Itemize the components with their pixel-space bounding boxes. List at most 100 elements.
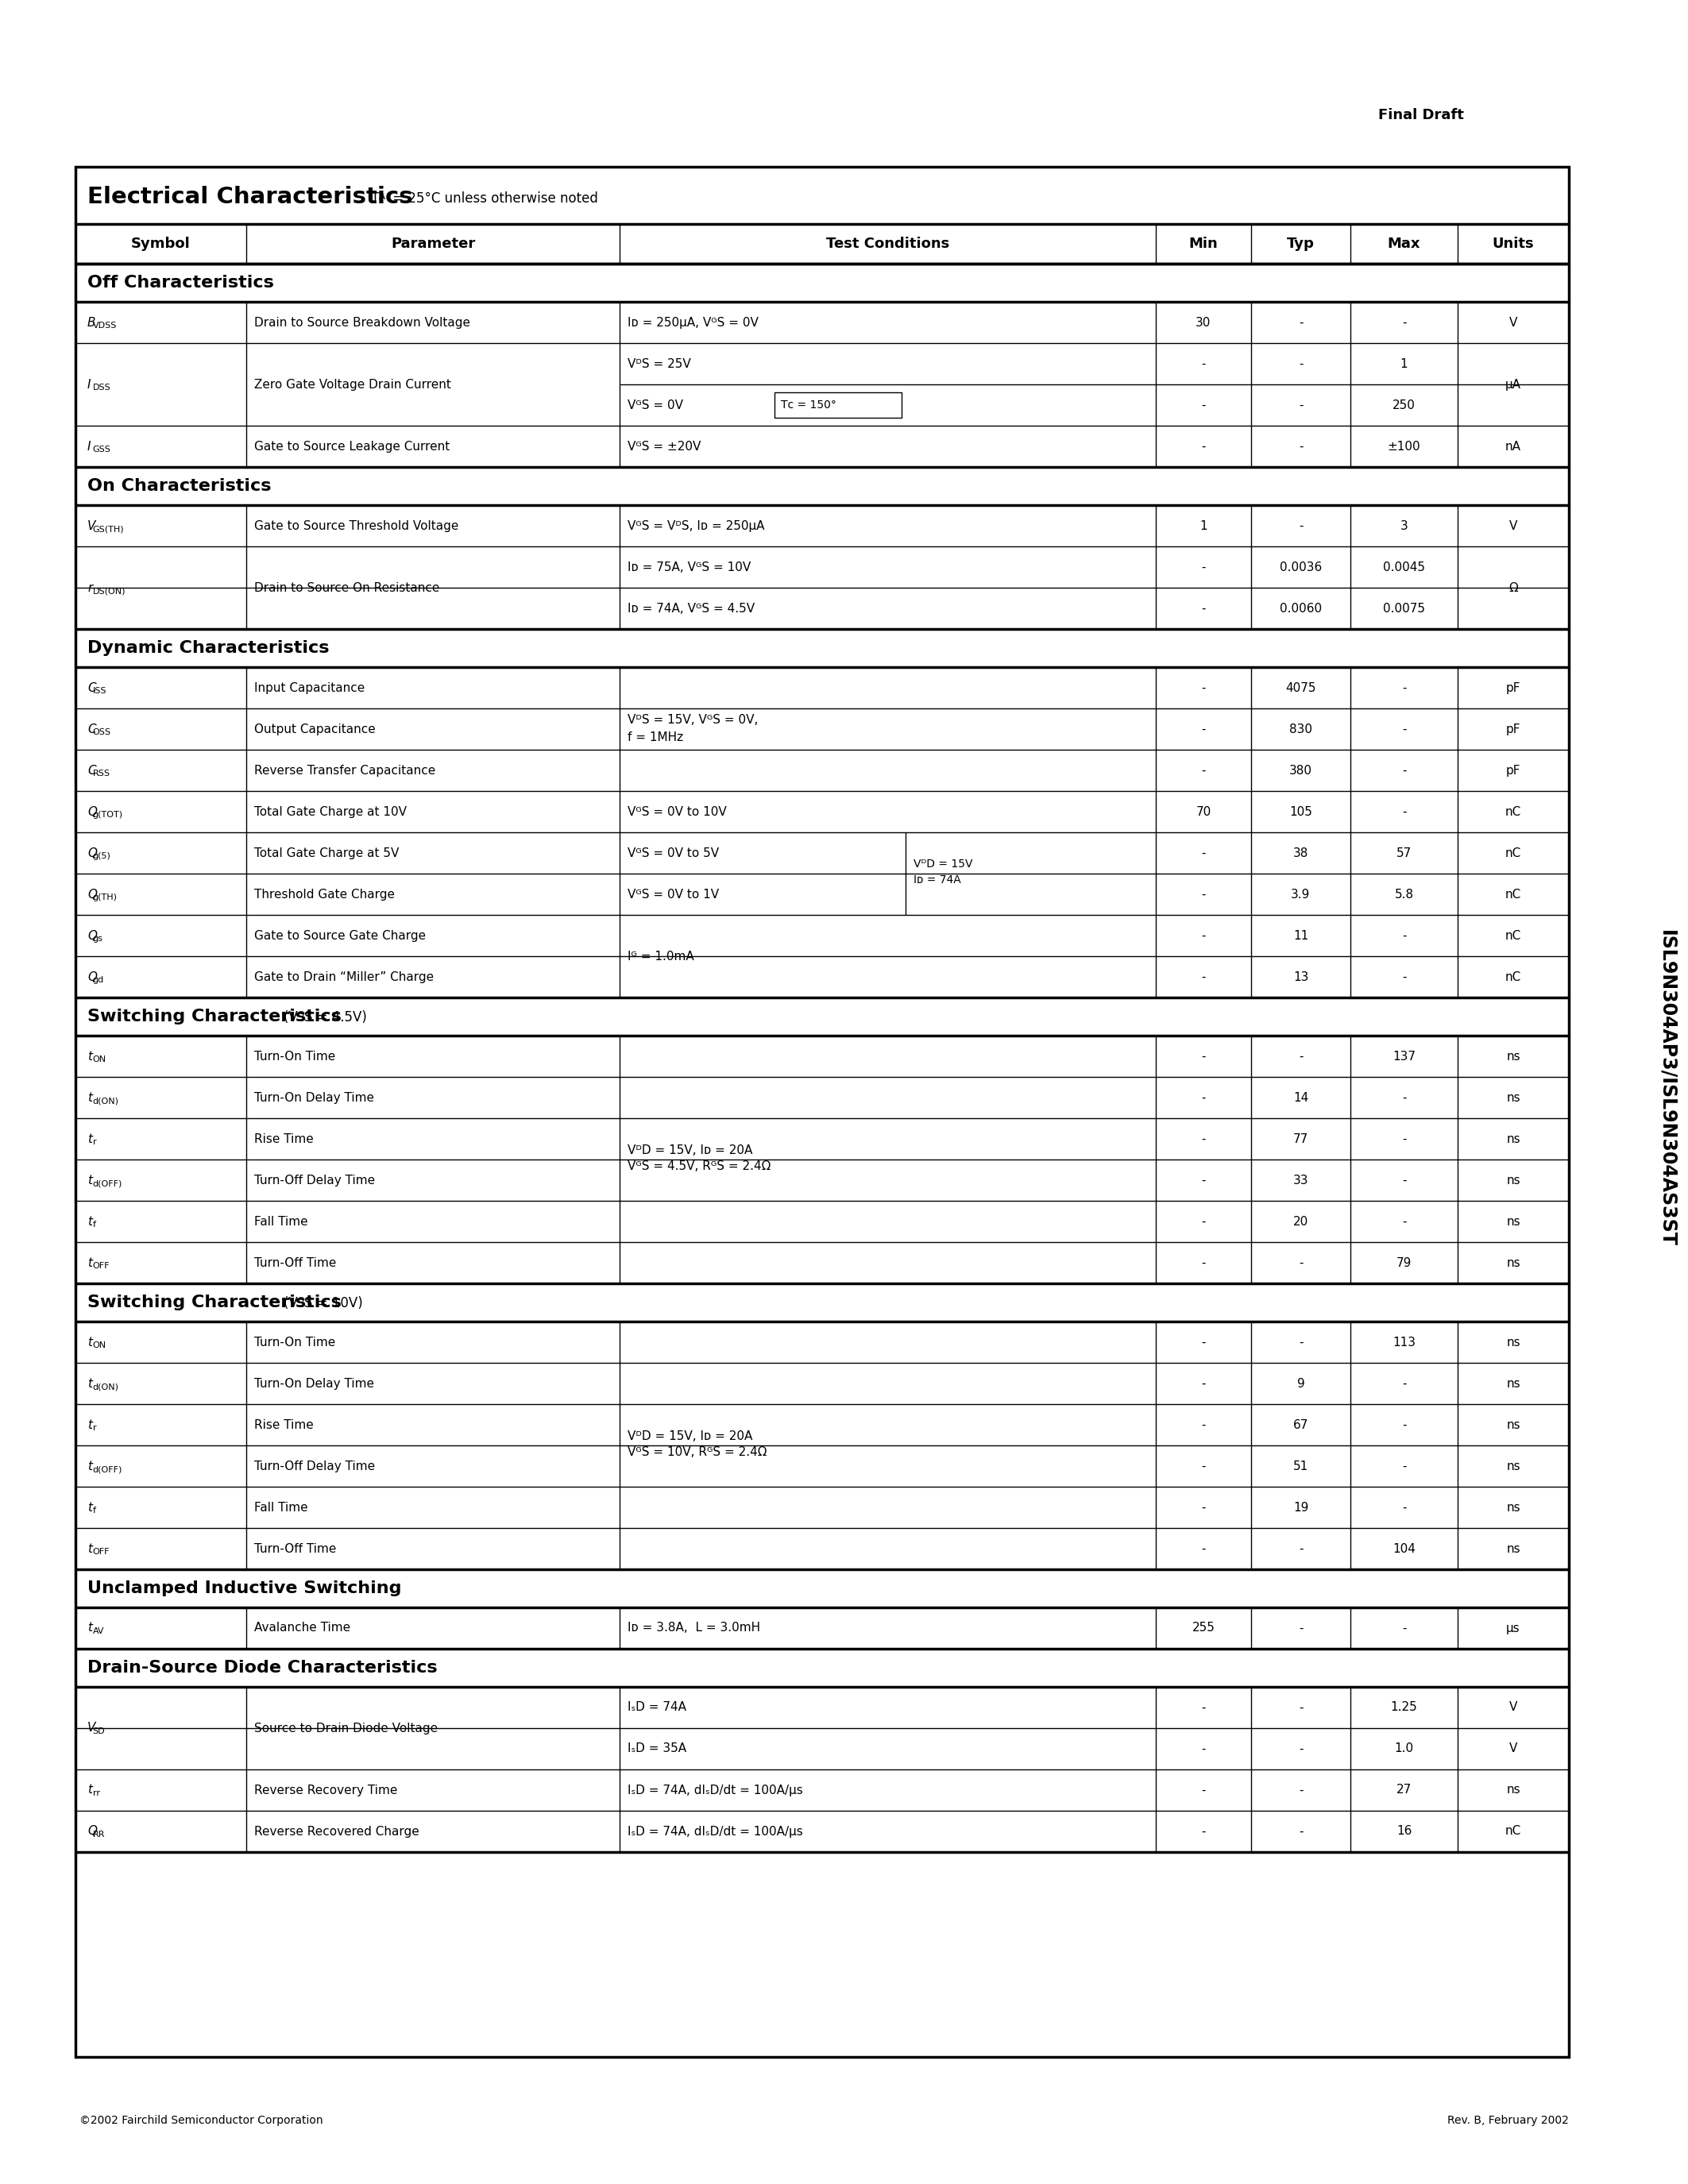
Text: -: - xyxy=(1298,1784,1303,1795)
Text: GSS: GSS xyxy=(93,446,111,454)
Text: Fall Time: Fall Time xyxy=(255,1216,307,1227)
Text: ON: ON xyxy=(93,1341,106,1350)
Text: 3.9: 3.9 xyxy=(1291,889,1310,900)
Text: t: t xyxy=(88,1092,93,1103)
Text: IₛD = 74A, dIₛD/dt = 100A/μs: IₛD = 74A, dIₛD/dt = 100A/μs xyxy=(628,1784,803,1795)
Text: Rise Time: Rise Time xyxy=(255,1133,314,1144)
Text: -: - xyxy=(1401,1623,1406,1634)
Text: gd: gd xyxy=(93,976,105,985)
Text: ns: ns xyxy=(1506,1133,1521,1144)
Text: VᴰD = 15V, Iᴅ = 20A: VᴰD = 15V, Iᴅ = 20A xyxy=(628,1144,753,1155)
Text: nC: nC xyxy=(1506,930,1521,941)
Text: Q: Q xyxy=(88,889,96,900)
Text: Final Draft: Final Draft xyxy=(1377,107,1463,122)
Text: rr: rr xyxy=(93,1789,100,1797)
Text: ns: ns xyxy=(1506,1542,1521,1555)
Text: pF: pF xyxy=(1506,681,1521,695)
Text: Gate to Source Leakage Current: Gate to Source Leakage Current xyxy=(255,441,449,452)
Text: 380: 380 xyxy=(1290,764,1312,775)
Text: 1.25: 1.25 xyxy=(1391,1701,1418,1714)
Text: -: - xyxy=(1298,1701,1303,1714)
Text: 4075: 4075 xyxy=(1286,681,1317,695)
Text: VᴳS = 4.5V, RᴳS = 2.4Ω: VᴳS = 4.5V, RᴳS = 2.4Ω xyxy=(628,1160,771,1173)
Text: V: V xyxy=(88,520,96,531)
Text: Iᴅ = 74A, VᴳS = 4.5V: Iᴅ = 74A, VᴳS = 4.5V xyxy=(628,603,755,614)
Text: ©2002 Fairchild Semiconductor Corporation: ©2002 Fairchild Semiconductor Corporatio… xyxy=(79,2114,322,2125)
Text: Switching Characteristics: Switching Characteristics xyxy=(88,1295,348,1310)
Text: Rev. B, February 2002: Rev. B, February 2002 xyxy=(1447,2114,1568,2125)
Text: -: - xyxy=(1401,1092,1406,1103)
Text: 19: 19 xyxy=(1293,1500,1308,1514)
Text: V: V xyxy=(1509,520,1518,531)
Text: -: - xyxy=(1298,1826,1303,1837)
Text: 113: 113 xyxy=(1393,1337,1416,1348)
Text: Reverse Recovery Time: Reverse Recovery Time xyxy=(255,1784,397,1795)
Text: IₛD = 35A: IₛD = 35A xyxy=(628,1743,687,1754)
Text: VᴰD = 15V: VᴰD = 15V xyxy=(913,858,972,869)
Text: -: - xyxy=(1298,1743,1303,1754)
Text: (VᴳS = 10V): (VᴳS = 10V) xyxy=(284,1295,363,1310)
Text: -: - xyxy=(1202,1337,1205,1348)
Text: -: - xyxy=(1202,561,1205,572)
Text: d(OFF): d(OFF) xyxy=(93,1179,122,1188)
Text: OFF: OFF xyxy=(93,1262,110,1269)
Text: ns: ns xyxy=(1506,1337,1521,1348)
Text: VᴰS = 15V, VᴳS = 0V,: VᴰS = 15V, VᴳS = 0V, xyxy=(628,714,758,725)
Text: -: - xyxy=(1298,1051,1303,1061)
Text: Zero Gate Voltage Drain Current: Zero Gate Voltage Drain Current xyxy=(255,378,451,391)
Text: OFF: OFF xyxy=(93,1548,110,1555)
Text: 77: 77 xyxy=(1293,1133,1308,1144)
Text: -: - xyxy=(1298,1623,1303,1634)
Text: VᴳS = 0V to 1V: VᴳS = 0V to 1V xyxy=(628,889,719,900)
Text: Dynamic Characteristics: Dynamic Characteristics xyxy=(88,640,329,655)
Text: VᴳS = VᴰS, Iᴅ = 250μA: VᴳS = VᴰS, Iᴅ = 250μA xyxy=(628,520,765,531)
Text: -: - xyxy=(1401,1216,1406,1227)
Text: Q: Q xyxy=(88,806,96,817)
Text: f: f xyxy=(93,1221,96,1230)
Text: 51: 51 xyxy=(1293,1461,1308,1472)
Text: -: - xyxy=(1202,889,1205,900)
Text: Reverse Transfer Capacitance: Reverse Transfer Capacitance xyxy=(255,764,436,775)
Text: T: T xyxy=(366,192,380,205)
Text: t: t xyxy=(88,1051,93,1061)
Text: Avalanche Time: Avalanche Time xyxy=(255,1623,351,1634)
Text: -: - xyxy=(1298,1256,1303,1269)
Text: ns: ns xyxy=(1506,1420,1521,1431)
Text: I: I xyxy=(88,378,91,391)
Text: SD: SD xyxy=(93,1728,105,1736)
Text: -: - xyxy=(1401,723,1406,736)
Text: 11: 11 xyxy=(1293,930,1308,941)
Text: gs: gs xyxy=(93,935,103,943)
Text: nC: nC xyxy=(1506,1826,1521,1837)
Text: g(5): g(5) xyxy=(93,852,111,860)
Text: Reverse Recovered Charge: Reverse Recovered Charge xyxy=(255,1826,419,1837)
Text: Drain-Source Diode Characteristics: Drain-Source Diode Characteristics xyxy=(88,1660,437,1675)
Text: -: - xyxy=(1202,681,1205,695)
Text: -: - xyxy=(1401,764,1406,775)
Text: -: - xyxy=(1298,358,1303,369)
Text: Drain to Source On Resistance: Drain to Source On Resistance xyxy=(255,581,439,594)
Text: Turn-Off Delay Time: Turn-Off Delay Time xyxy=(255,1175,375,1186)
Text: VᴳS = 0V to 5V: VᴳS = 0V to 5V xyxy=(628,847,719,858)
Text: t: t xyxy=(88,1420,93,1431)
Text: μs: μs xyxy=(1506,1623,1521,1634)
Text: -: - xyxy=(1202,1826,1205,1837)
Text: V: V xyxy=(88,1723,96,1734)
Text: (VᴳS = 4.5V): (VᴳS = 4.5V) xyxy=(284,1011,366,1024)
Text: ns: ns xyxy=(1506,1378,1521,1389)
Text: VᴳS = 10V, RᴳS = 2.4Ω: VᴳS = 10V, RᴳS = 2.4Ω xyxy=(628,1446,766,1457)
Text: r: r xyxy=(88,581,93,594)
Text: B: B xyxy=(88,317,96,328)
Text: -: - xyxy=(1202,1051,1205,1061)
Text: V: V xyxy=(1509,1743,1518,1754)
Text: -: - xyxy=(1202,764,1205,775)
Text: ns: ns xyxy=(1506,1175,1521,1186)
Text: -: - xyxy=(1401,1420,1406,1431)
Text: ns: ns xyxy=(1506,1461,1521,1472)
Text: 137: 137 xyxy=(1393,1051,1416,1061)
Text: Q: Q xyxy=(88,972,96,983)
Text: Max: Max xyxy=(1388,236,1421,251)
Text: -: - xyxy=(1202,1701,1205,1714)
Text: -: - xyxy=(1202,1542,1205,1555)
Text: -: - xyxy=(1202,1378,1205,1389)
